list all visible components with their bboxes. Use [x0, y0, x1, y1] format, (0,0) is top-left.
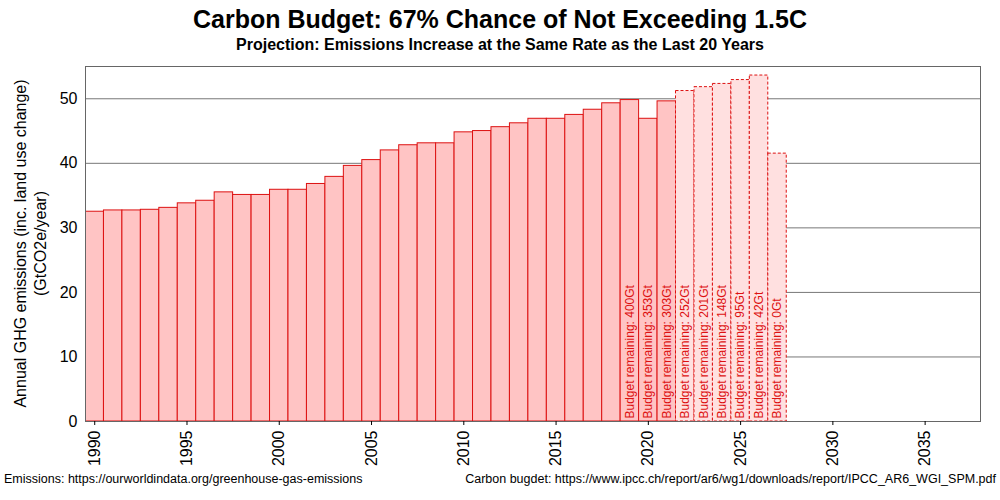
svg-text:2005: 2005 [363, 430, 380, 466]
svg-text:2020: 2020 [639, 430, 656, 466]
svg-text:2030: 2030 [824, 430, 841, 466]
html-text:Projection: Emissions Increase: Projection: Emissions Increase at the Sa… [236, 36, 764, 53]
svg-text:Budget remaining: 400Gt: Budget remaining: 400Gt [623, 284, 637, 418]
svg-text:2000: 2000 [270, 430, 287, 466]
svg-text:1995: 1995 [178, 430, 195, 466]
svg-text:2025: 2025 [732, 430, 749, 466]
svg-text:40: 40 [60, 154, 78, 171]
svg-text:Budget remaining: 0Gt: Budget remaining: 0Gt [770, 298, 784, 419]
svg-text:Budget remaining: 353Gt: Budget remaining: 353Gt [641, 284, 655, 418]
svg-text:Budget remaining: 95Gt: Budget remaining: 95Gt [733, 291, 747, 418]
svg-text:Budget remaining: 303Gt: Budget remaining: 303Gt [660, 284, 674, 418]
svg-text:50: 50 [60, 90, 78, 107]
html-text:Emissions: https://ourworldind: Emissions: https://ourworldindata.org/gr… [4, 472, 363, 486]
svg-text:1990: 1990 [86, 430, 103, 466]
svg-text:(GtCO2e/year): (GtCO2e/year) [32, 191, 49, 296]
svg-text:2010: 2010 [455, 430, 472, 466]
svg-text:Budget remaining: 201Gt: Budget remaining: 201Gt [697, 284, 711, 418]
svg-text:2035: 2035 [916, 430, 933, 466]
svg-text:30: 30 [60, 219, 78, 236]
svg-text:Budget remaining: 148Gt: Budget remaining: 148Gt [715, 284, 729, 418]
svg-text:Annual GHG emissions (inc. lan: Annual GHG emissions (inc. land use chan… [12, 79, 29, 407]
svg-text:Budget remaining: 252Gt: Budget remaining: 252Gt [678, 284, 692, 418]
svg-text:10: 10 [60, 348, 78, 365]
svg-text:20: 20 [60, 284, 78, 301]
html-text:Carbon Budget: 67% Chance of N: Carbon Budget: 67% Chance of Not Exceedi… [193, 5, 807, 33]
html-text:Carbon bugdet: https://www.ipc: Carbon bugdet: https://www.ipcc.ch/repor… [465, 472, 996, 486]
svg-text:0: 0 [69, 413, 78, 430]
svg-text:Budget remaining: 42Gt: Budget remaining: 42Gt [752, 291, 766, 418]
svg-text:2015: 2015 [547, 430, 564, 466]
